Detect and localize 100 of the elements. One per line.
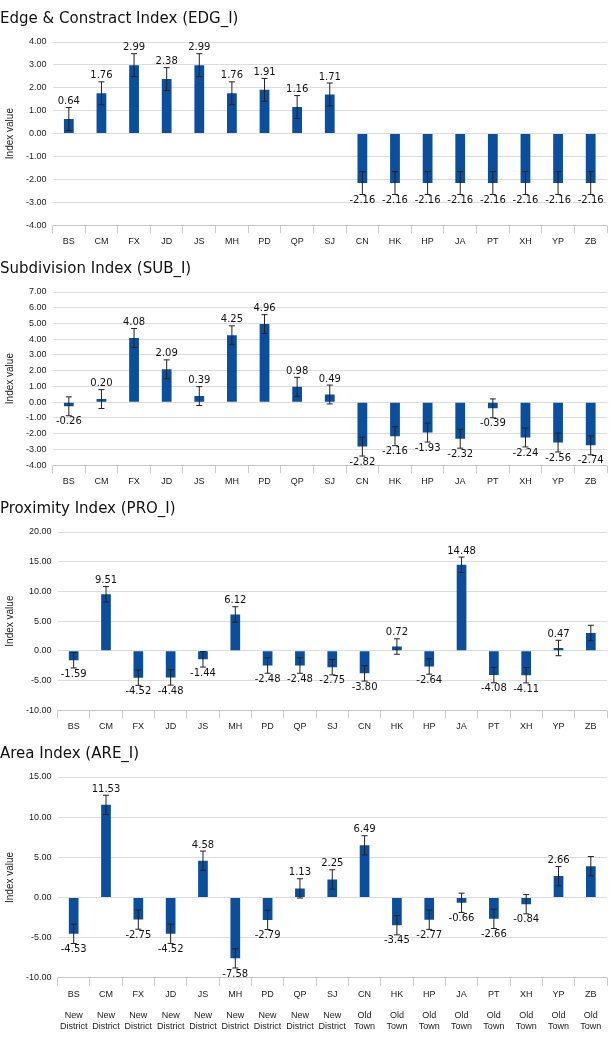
data-label: 11.53 xyxy=(91,782,121,794)
bar xyxy=(194,396,205,402)
chart-title: Subdivision Index (SUB_I) xyxy=(0,258,192,278)
y-tick-label: -5.00 xyxy=(31,932,52,943)
x-tick-label: JA xyxy=(454,236,466,247)
bar xyxy=(455,402,466,439)
data-label: -2.66 xyxy=(480,928,507,940)
data-label: 2.99 xyxy=(188,41,211,53)
y-tick-label: 0.00 xyxy=(33,645,52,656)
bar xyxy=(161,369,172,402)
chart-title: Proximity Index (PRO_I) xyxy=(0,498,176,518)
x-tick-label: PT xyxy=(487,476,500,487)
bar xyxy=(230,897,241,959)
x-tick-label: PD xyxy=(258,236,272,247)
y-axis-title: Index value xyxy=(3,107,15,160)
bar xyxy=(133,651,144,678)
data-label: -2.32 xyxy=(447,447,474,459)
data-label: 0.72 xyxy=(385,626,409,638)
y-axis-title: Index value xyxy=(3,851,15,903)
data-label: -2.16 xyxy=(349,194,376,206)
y-tick-label: 2.00 xyxy=(28,82,47,93)
x-tick-label: SJ xyxy=(324,476,336,487)
data-label: -2.82 xyxy=(349,455,376,467)
x-tick-label: CM xyxy=(94,476,109,487)
data-label: -4.11 xyxy=(513,682,540,694)
x-tick-label: JS xyxy=(197,721,209,732)
bar xyxy=(357,402,368,447)
y-tick-label: 6.00 xyxy=(28,302,47,313)
bar xyxy=(521,651,532,676)
data-label: -2.16 xyxy=(577,194,604,206)
data-label: -0.66 xyxy=(448,912,475,924)
bar xyxy=(390,402,400,437)
x-tick-label: YP xyxy=(552,721,565,732)
data-label: -2.64 xyxy=(416,673,443,685)
data-label: 6.12 xyxy=(224,594,247,606)
bar xyxy=(227,93,237,134)
y-axis-title: Index value xyxy=(3,352,15,405)
y-tick-label: 2.00 xyxy=(28,365,47,376)
category-label: HP Old Town xyxy=(418,988,440,1032)
category-label: ZB Old Town xyxy=(580,988,602,1032)
x-tick-label: JA xyxy=(454,476,466,487)
y-tick-label: -1.00 xyxy=(26,150,47,161)
data-label: -2.16 xyxy=(479,194,506,206)
category-label: MH New District xyxy=(221,988,250,1032)
x-tick-label: ZB xyxy=(584,476,597,487)
data-label: 4.96 xyxy=(253,302,276,314)
y-tick-label: -4.00 xyxy=(26,459,47,470)
data-label: 1.76 xyxy=(220,69,244,81)
x-tick-label: JD xyxy=(161,476,173,487)
x-tick-label: JS xyxy=(194,236,205,247)
bar xyxy=(230,614,241,651)
bar xyxy=(259,324,270,402)
x-tick-label: XH xyxy=(519,476,532,487)
data-label: 0.47 xyxy=(547,627,570,639)
x-tick-label: MH xyxy=(228,721,243,732)
x-tick-label: PD xyxy=(261,721,275,732)
data-label: -0.26 xyxy=(55,415,82,427)
x-tick-label: SJ xyxy=(327,721,338,732)
bar xyxy=(392,897,402,926)
category-label: BS New District xyxy=(59,988,88,1032)
bar xyxy=(455,134,466,184)
category-label: FX New District xyxy=(124,988,153,1032)
x-tick-label: CN xyxy=(355,476,369,487)
data-label: -3.80 xyxy=(351,680,378,692)
bar xyxy=(585,402,596,446)
x-tick-label: JS xyxy=(194,476,205,487)
x-tick-label: YP xyxy=(552,476,565,487)
category-label: JD New District xyxy=(156,988,185,1032)
x-tick-label: BS xyxy=(62,476,75,487)
data-label: 2.38 xyxy=(155,55,178,67)
data-label: -2.74 xyxy=(577,454,604,466)
category-label: JS New District xyxy=(189,988,217,1032)
data-label: -4.08 xyxy=(480,682,507,694)
data-label: -2.16 xyxy=(414,194,441,206)
data-label: -2.77 xyxy=(416,928,443,940)
category-label: PD New District xyxy=(253,988,282,1032)
y-tick-label: 5.00 xyxy=(33,615,52,626)
x-tick-label: FX xyxy=(132,721,145,732)
bar xyxy=(324,94,335,134)
data-label: 1.91 xyxy=(253,66,276,77)
x-tick-label: JD xyxy=(165,721,177,732)
category-label: HK Old Town xyxy=(386,988,408,1032)
x-tick-label: HP xyxy=(422,721,436,732)
x-tick-label: FX xyxy=(128,476,140,487)
data-label: -2.16 xyxy=(447,194,474,206)
bar xyxy=(553,402,563,443)
y-tick-label: 1.00 xyxy=(28,105,47,116)
y-tick-label: 0.00 xyxy=(28,128,47,139)
bar xyxy=(585,866,596,897)
data-label: -1.44 xyxy=(190,666,216,678)
category-label: CM New District xyxy=(92,988,120,1032)
data-label: -2.16 xyxy=(382,194,408,206)
data-label: -0.39 xyxy=(479,417,506,429)
x-tick-label: QP xyxy=(290,476,304,487)
x-tick-label: PT xyxy=(487,236,500,247)
x-tick-label: PT xyxy=(488,721,501,732)
data-label: -1.59 xyxy=(60,667,87,679)
y-tick-label: -3.00 xyxy=(26,443,47,454)
data-label: 0.20 xyxy=(90,377,113,389)
y-tick-label: 0.00 xyxy=(28,396,47,407)
